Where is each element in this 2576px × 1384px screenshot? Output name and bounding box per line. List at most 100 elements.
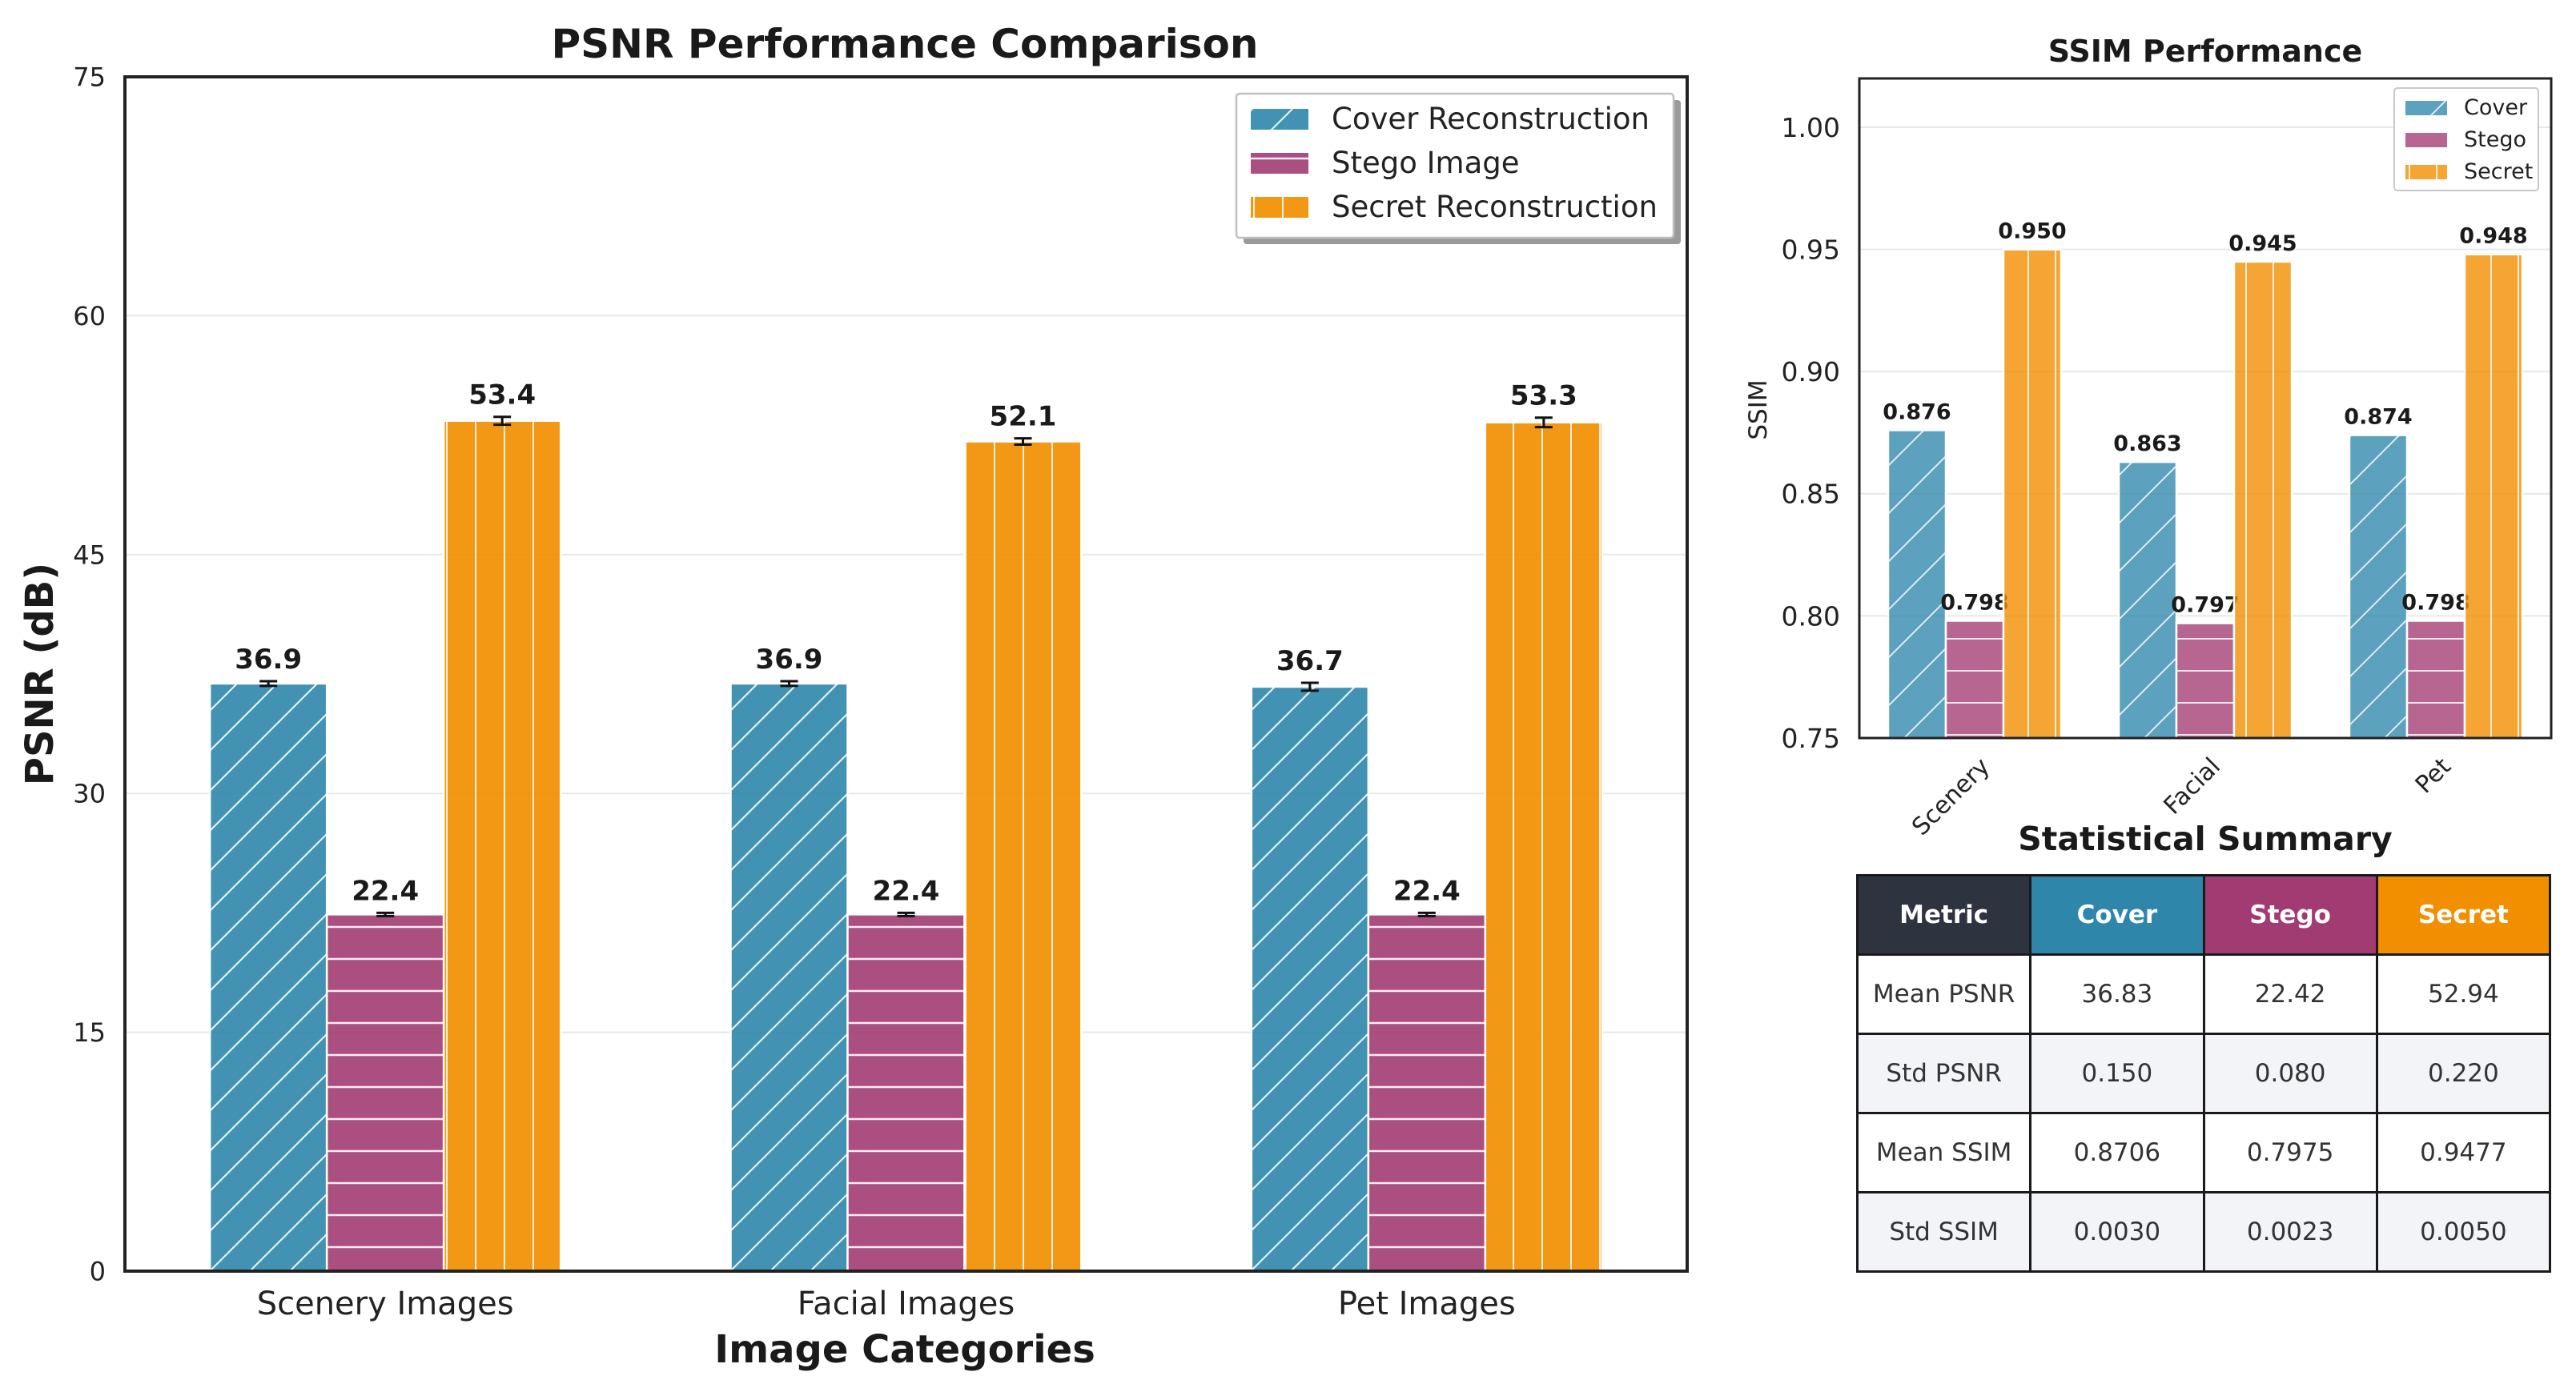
- legend-swatch-cover: [2405, 101, 2447, 115]
- y-tick-label: 60: [73, 301, 106, 331]
- legend-box: [1235, 92, 1675, 239]
- legend-label-cover: Cover Reconstruction: [1332, 102, 1650, 136]
- table-cell: 0.080: [2202, 1033, 2378, 1114]
- psnr-x-ticks: Scenery Images Facial Images Pet Images: [257, 1286, 1516, 1322]
- data-label-stego-pet: 0.798: [2401, 591, 2470, 616]
- legend-swatch-stego: [2405, 133, 2447, 147]
- data-label-stego-scenery: 0.798: [1940, 591, 2008, 616]
- table-row: Std SSIM 0.0030 0.0023 0.0050: [1855, 1191, 2552, 1273]
- psnr-plot-frame: [123, 75, 1689, 1273]
- legend-label-stego: Stego Image: [1332, 146, 1520, 180]
- data-label-stego-facial: 0.797: [2171, 593, 2239, 618]
- bar-stego-pet: [2405, 620, 2466, 740]
- legend-label-secret: Secret Reconstruction: [1332, 190, 1658, 224]
- bar-cover-pet-images: [1250, 685, 1370, 1273]
- data-label-cover-scenery-images: 36.9: [235, 644, 302, 676]
- table-header-row: Metric Cover Stego Secret: [1855, 874, 2552, 956]
- data-label-secret-facial: 0.945: [2228, 231, 2297, 256]
- data-label-cover-facial-images: 36.9: [756, 644, 823, 676]
- table-cell: 22.42: [2202, 953, 2378, 1035]
- ssim-chart-title: SSIM Performance: [2048, 34, 2363, 69]
- data-label-stego-facial-images: 22.4: [873, 875, 940, 907]
- table-cell: 0.150: [2029, 1033, 2205, 1114]
- table-cell: 0.0030: [2029, 1191, 2205, 1273]
- bar-secret-pet-images: [1484, 421, 1604, 1273]
- bar-cover-facial-images: [729, 682, 849, 1273]
- data-label-secret-facial-images: 52.1: [990, 401, 1057, 433]
- ssim-chart: SSIM Performance 0.876 0.798 0.950 0.863 0.7…: [1744, 34, 2553, 841]
- bar-stego-pet-images: [1367, 913, 1487, 1273]
- data-label-secret-pet-images: 53.3: [1510, 380, 1577, 412]
- header-cover: Cover: [2029, 874, 2205, 956]
- ssim-bars: 0.876 0.798 0.950 0.863 0.797 0.945 0.874 0.798…: [1883, 219, 2528, 740]
- y-tick-label: 1.00: [1782, 112, 1840, 143]
- table-cell: 52.94: [2375, 953, 2552, 1035]
- data-label-cover-scenery: 0.876: [1883, 399, 1951, 424]
- header-metric: Metric: [1855, 874, 2032, 956]
- legend-swatch-cover: [1251, 109, 1308, 130]
- legend-label-stego: Stego: [2464, 127, 2526, 152]
- table-cell: Std SSIM: [1855, 1191, 2032, 1273]
- data-label-secret-scenery: 0.950: [1998, 219, 2066, 244]
- bar-cover-facial: [2117, 460, 2178, 740]
- y-tick-label: 0: [90, 1257, 106, 1287]
- table-row: Std PSNR 0.150 0.080 0.220: [1855, 1033, 2552, 1114]
- y-tick-label: 0.90: [1782, 356, 1840, 387]
- table-cell: Mean PSNR: [1855, 953, 2032, 1035]
- data-label-stego-pet-images: 22.4: [1393, 875, 1461, 907]
- bar-secret-pet: [2463, 253, 2524, 740]
- bar-stego-facial-images: [846, 913, 966, 1273]
- bar-stego-scenery: [1944, 620, 2005, 740]
- psnr-x-axis-label: Image Categories: [714, 1327, 1095, 1372]
- table-cell: 0.220: [2375, 1033, 2552, 1114]
- y-tick-label: 15: [73, 1017, 106, 1048]
- bar-cover-scenery-images: [208, 682, 328, 1273]
- x-tick-label-scenery-images: Scenery Images: [257, 1286, 514, 1322]
- psnr-y-axis-label: PSNR (dB): [18, 563, 62, 785]
- psnr-chart: PSNR Performance Comparison 36.9 22.4 53.4…: [18, 21, 1689, 1372]
- x-tick-label-pet-images: Pet Images: [1338, 1286, 1516, 1322]
- statistical-summary-table: Metric Cover Stego Secret Mean PSNR 36.8…: [1855, 874, 2552, 1273]
- table-cell: 0.9477: [2375, 1112, 2552, 1193]
- summary-title: Statistical Summary: [2018, 820, 2393, 858]
- y-tick-label: 30: [73, 779, 106, 809]
- y-tick-label: 0.75: [1782, 723, 1840, 754]
- x-tick-label-facial-images: Facial Images: [798, 1286, 1015, 1322]
- ssim-y-axis-label: SSIM: [1744, 379, 1773, 439]
- table-cell: Std PSNR: [1855, 1033, 2032, 1114]
- ssim-y-ticks: 0.75 0.80 0.85 0.90 0.95 1.00: [1782, 112, 1840, 754]
- legend-label-secret: Secret: [2464, 159, 2533, 184]
- data-label-cover-pet: 0.874: [2344, 405, 2412, 430]
- table-row: Mean SSIM 0.8706 0.7975 0.9477: [1855, 1112, 2552, 1193]
- y-tick-label: 75: [73, 62, 106, 93]
- y-tick-label: 0.85: [1782, 479, 1840, 510]
- bar-secret-scenery: [2002, 248, 2063, 740]
- data-label-cover-pet-images: 36.7: [1276, 645, 1344, 677]
- table-cell: Mean SSIM: [1855, 1112, 2032, 1193]
- y-tick-label: 45: [73, 540, 106, 570]
- bar-stego-scenery-images: [325, 913, 445, 1273]
- legend-swatch-stego: [1251, 153, 1308, 174]
- x-tick-label-scenery: Scenery: [1907, 752, 1995, 841]
- ssim-legend: Cover Stego Secret: [2393, 87, 2539, 191]
- x-tick-label-pet: Pet: [2410, 752, 2457, 799]
- legend-swatch-secret: [2405, 165, 2447, 179]
- table-cell: 0.8706: [2029, 1112, 2205, 1193]
- bar-secret-scenery-images: [442, 419, 562, 1273]
- y-tick-label: 0.80: [1782, 600, 1840, 632]
- header-secret: Secret: [2375, 874, 2552, 956]
- psnr-legend: Cover Reconstruction Stego Image Secret …: [1235, 92, 1681, 244]
- table-row: Mean PSNR 36.83 22.42 52.94: [1855, 953, 2552, 1035]
- legend-swatch-secret: [1251, 197, 1308, 218]
- bar-cover-scenery: [1887, 429, 1947, 740]
- bar-secret-facial: [2232, 260, 2293, 740]
- psnr-chart-title: PSNR Performance Comparison: [552, 21, 1259, 67]
- data-label-cover-facial: 0.863: [2113, 431, 2181, 456]
- bar-stego-facial: [2175, 622, 2236, 740]
- bar-secret-facial-images: [963, 440, 1083, 1273]
- data-label-secret-pet: 0.948: [2459, 224, 2527, 249]
- legend-label-cover: Cover: [2464, 95, 2528, 120]
- x-tick-label-facial: Facial: [2158, 752, 2225, 820]
- header-stego: Stego: [2202, 874, 2378, 956]
- table-cell: 0.0050: [2375, 1191, 2552, 1273]
